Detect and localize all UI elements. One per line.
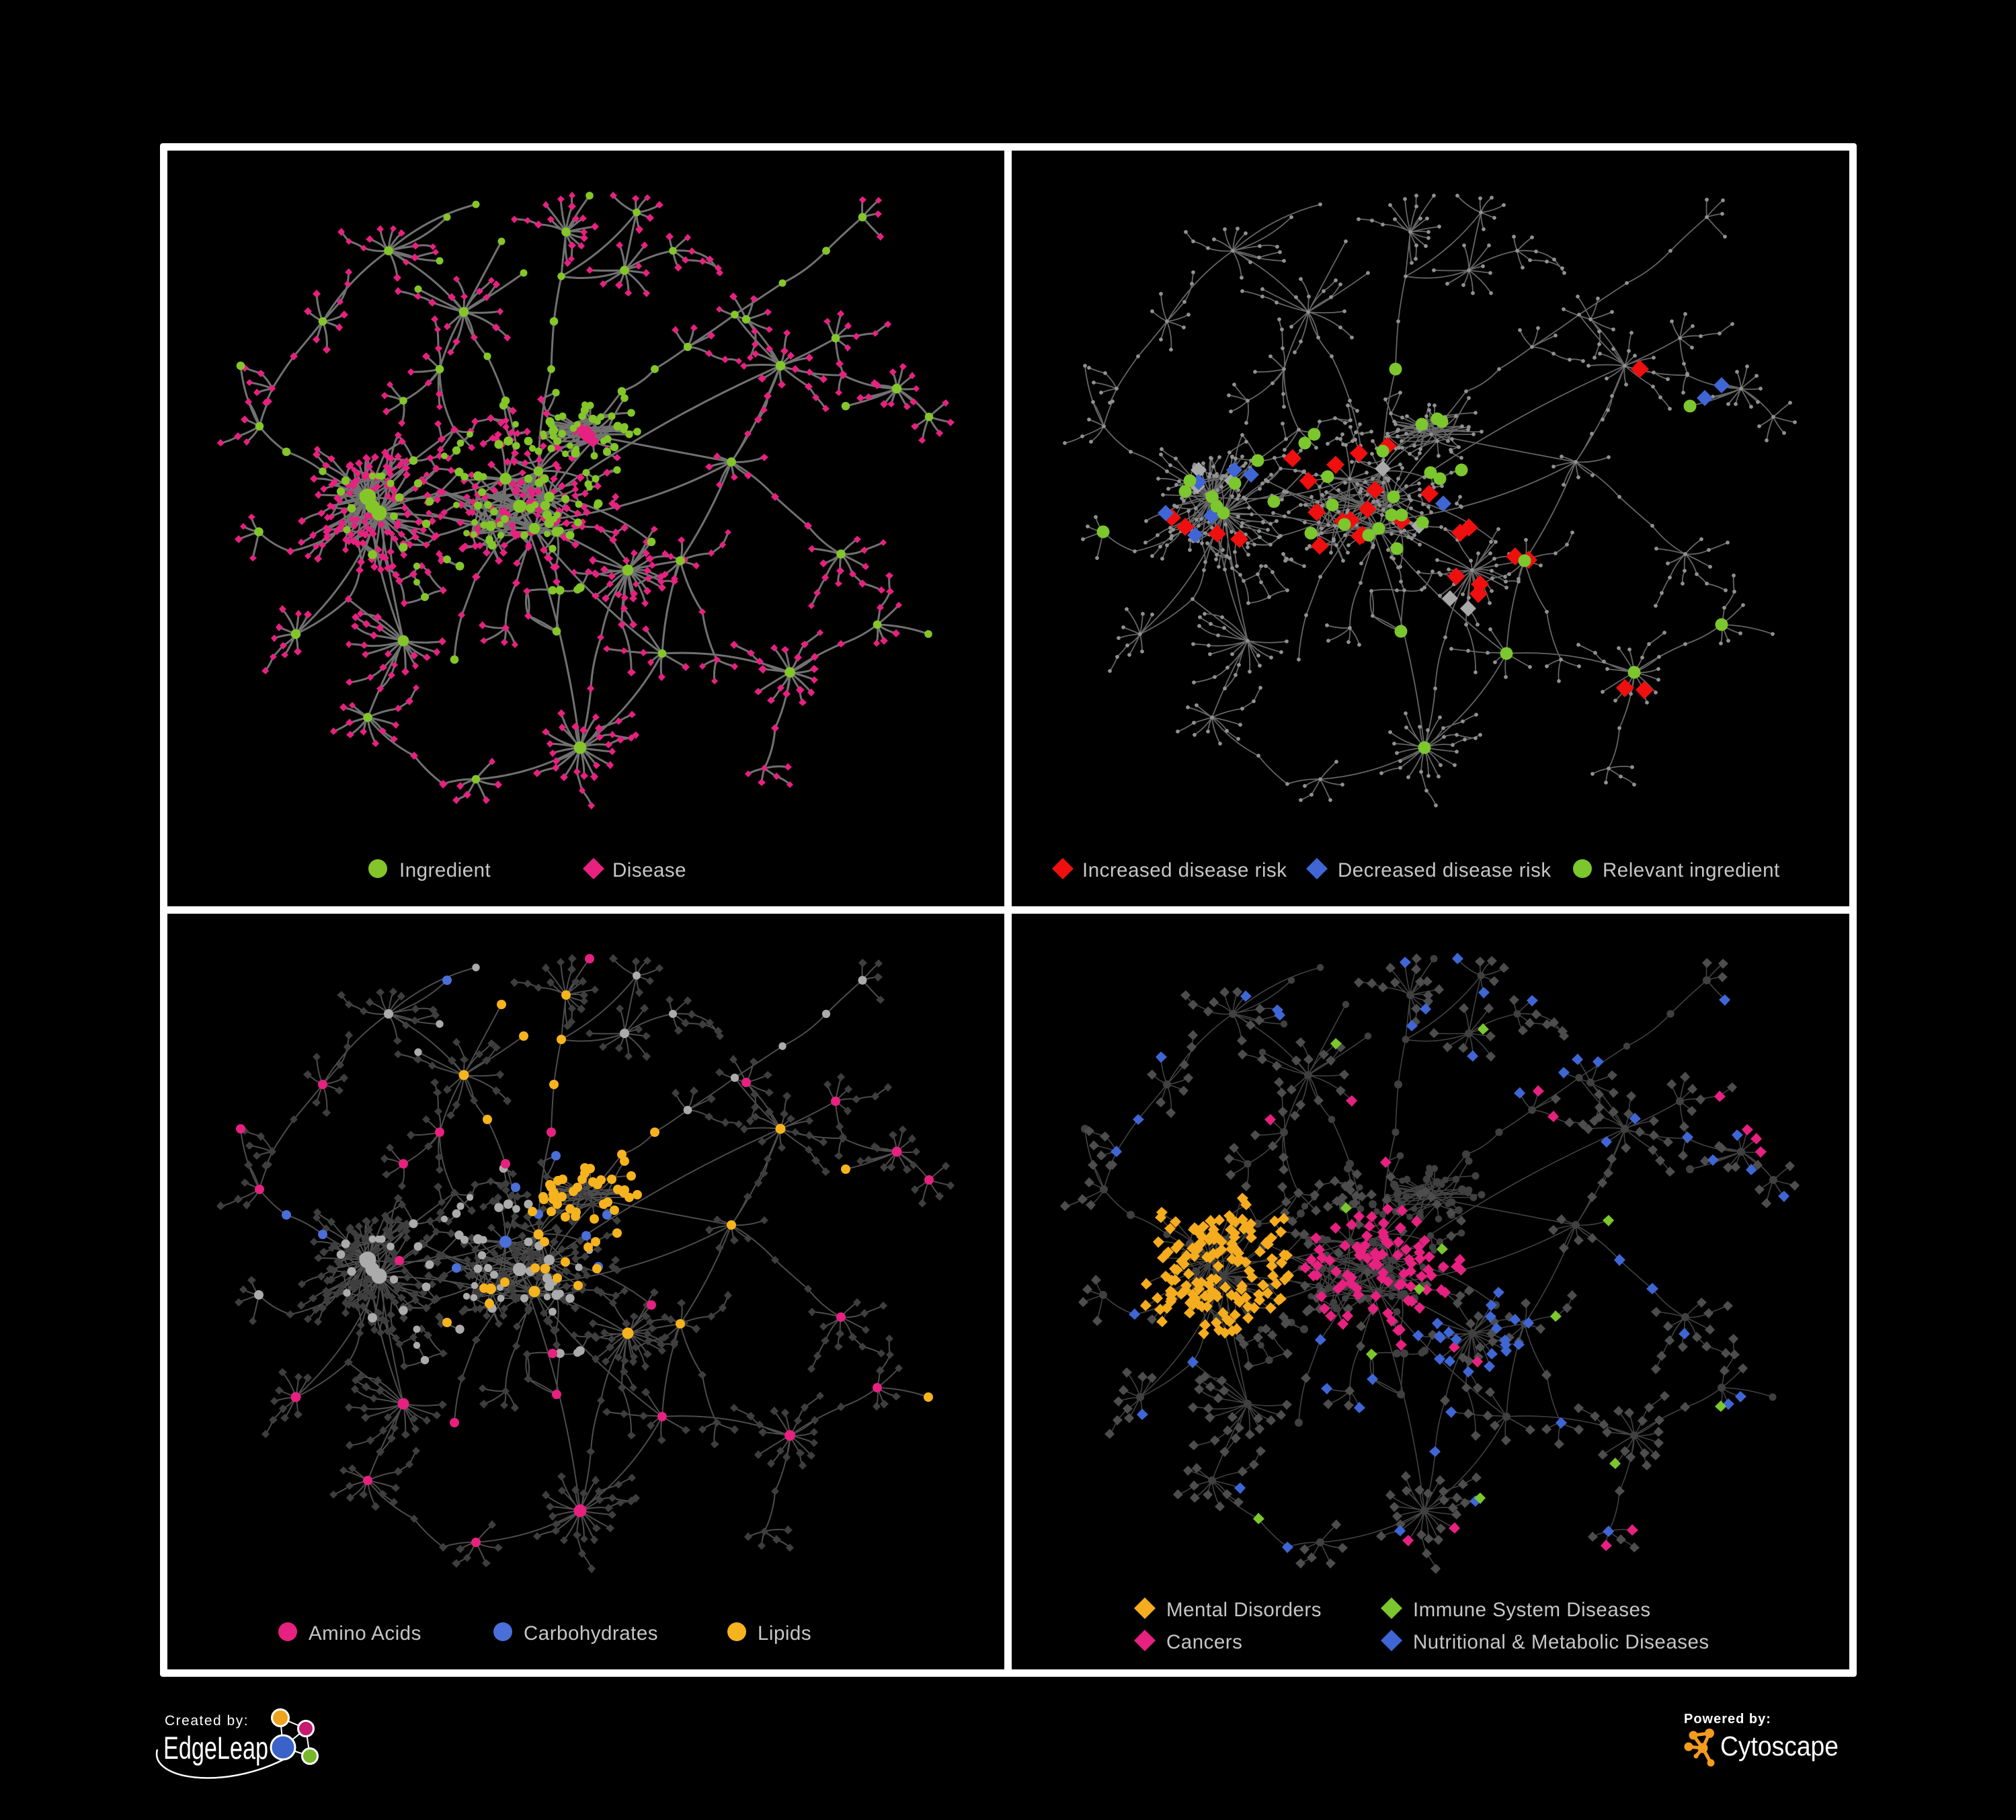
svg-text:EdgeLeap: EdgeLeap — [163, 1730, 268, 1766]
svg-text:Amino Acids: Amino Acids — [309, 1622, 421, 1645]
svg-text:Powered by:: Powered by: — [1684, 1712, 1771, 1727]
svg-text:Disease: Disease — [612, 859, 686, 881]
svg-text:Nutritional & Metabolic Diseas: Nutritional & Metabolic Diseases — [1413, 1631, 1709, 1653]
svg-text:Ingredient: Ingredient — [399, 859, 491, 881]
svg-text:Immune System Diseases: Immune System Diseases — [1413, 1599, 1651, 1621]
svg-text:Created by:: Created by: — [165, 1713, 249, 1729]
svg-text:Carbohydrates: Carbohydrates — [524, 1622, 658, 1645]
svg-text:Lipids: Lipids — [758, 1622, 811, 1645]
svg-text:Mental Disorders: Mental Disorders — [1166, 1599, 1322, 1621]
svg-text:Increased disease risk: Increased disease risk — [1082, 859, 1287, 881]
svg-text:Cancers: Cancers — [1166, 1631, 1242, 1653]
svg-text:Relevant ingredient: Relevant ingredient — [1603, 859, 1780, 881]
svg-text:Cytoscape: Cytoscape — [1720, 1731, 1839, 1762]
svg-text:Decreased disease risk: Decreased disease risk — [1338, 859, 1551, 881]
